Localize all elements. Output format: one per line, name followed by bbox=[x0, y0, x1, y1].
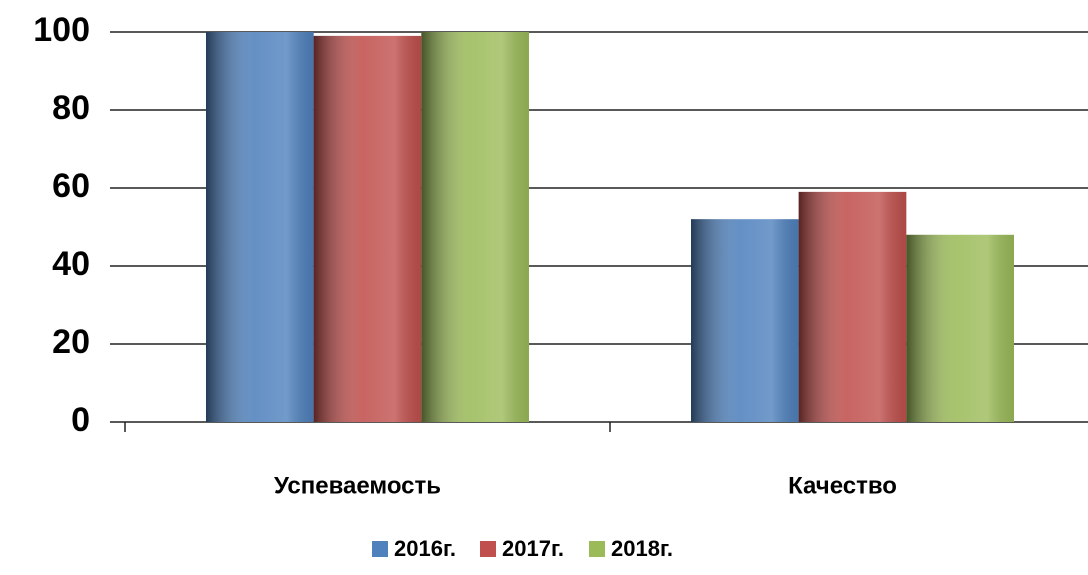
y-tick-label: 20 bbox=[52, 323, 90, 361]
legend-swatch bbox=[589, 541, 605, 557]
bar bbox=[313, 35, 422, 423]
legend-label: 2016г. bbox=[394, 536, 456, 561]
bar bbox=[690, 219, 799, 422]
legend-label: 2017г. bbox=[502, 536, 564, 561]
y-tick-label: 0 bbox=[71, 401, 90, 439]
y-tick-label: 100 bbox=[33, 11, 90, 49]
y-tick-label: 80 bbox=[52, 89, 90, 127]
legend-swatch bbox=[480, 541, 496, 557]
bar bbox=[798, 191, 907, 422]
x-tick-label: Качество bbox=[788, 472, 897, 499]
bar bbox=[205, 32, 314, 422]
y-tick-label: 40 bbox=[52, 245, 90, 283]
bar bbox=[421, 32, 530, 422]
x-tick-label: Успеваемость bbox=[274, 472, 441, 499]
legend-swatch bbox=[372, 541, 388, 557]
y-tick-label: 60 bbox=[52, 167, 90, 205]
bar bbox=[906, 234, 1015, 422]
legend-label: 2018г. bbox=[611, 536, 673, 561]
